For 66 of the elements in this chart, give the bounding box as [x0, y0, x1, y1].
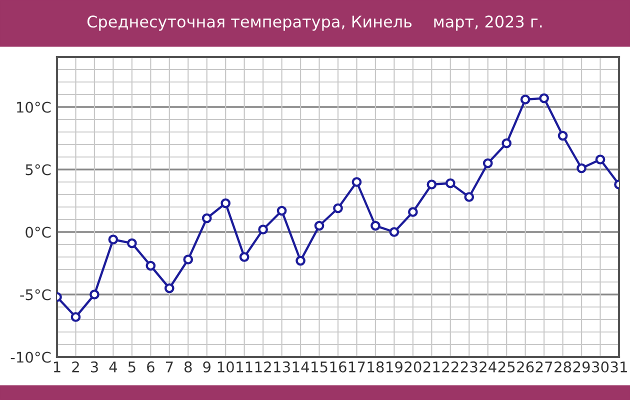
chart-title: Среднесуточная температура, Кинель март, 2023 г.: [87, 16, 542, 31]
point: [502, 138, 512, 148]
point: [408, 207, 418, 217]
x-tick-label: 18: [368, 361, 384, 372]
x-tick-label: 14: [292, 362, 309, 372]
x-tick-label: 28: [554, 361, 572, 372]
point: [352, 177, 362, 187]
x-tick-label: 13: [274, 361, 290, 372]
x-tick-label: 9: [203, 361, 210, 372]
x-tick-label: 17: [349, 362, 365, 372]
x-tick-label: 25: [498, 361, 515, 372]
point: [90, 290, 100, 300]
point: [70, 312, 81, 322]
x-tick-label: 3: [90, 361, 98, 372]
x-tick-label: 23: [460, 361, 478, 372]
point: [146, 260, 156, 271]
point: [539, 93, 549, 104]
point: [220, 198, 231, 208]
point: [202, 213, 212, 224]
point: [296, 256, 306, 266]
x-tick-label: 15: [312, 362, 328, 372]
point: [464, 192, 474, 202]
x-tick-label: 29: [573, 361, 590, 372]
x-tick-label: 1: [54, 362, 60, 372]
x-tick-label: 20: [404, 361, 422, 372]
x-tick-label: 22: [442, 361, 458, 372]
x-tick-label: 11: [236, 362, 252, 372]
point: [576, 163, 586, 174]
point: [520, 94, 530, 104]
y-tick-label: -5°C: [20, 289, 51, 300]
point: [558, 130, 568, 141]
y-tick-label: -10°C: [10, 352, 51, 363]
point: [595, 154, 606, 164]
x-tick-label: 27: [536, 361, 552, 372]
point: [276, 206, 287, 216]
x-tick-label: 31: [610, 361, 627, 372]
x-tick-label: 8: [184, 361, 192, 372]
x-tick-label: 24: [480, 361, 496, 372]
x-tick-label: 2: [72, 361, 79, 372]
point: [183, 254, 194, 264]
point: [258, 224, 268, 234]
x-tick-label: 12: [255, 361, 271, 372]
point: [127, 238, 137, 248]
point: [239, 252, 250, 262]
point: [164, 283, 174, 294]
x-tick-label: 5: [128, 362, 136, 372]
x-tick-label: 10: [218, 361, 234, 372]
x-tick-label: 7: [166, 362, 173, 372]
point: [314, 220, 324, 231]
point: [482, 158, 493, 168]
x-tick-label: 21: [423, 361, 440, 372]
x-tick-label: 4: [109, 362, 118, 372]
x-tick-label: 26: [517, 361, 534, 372]
point: [426, 180, 437, 190]
x-tick-label: 16: [330, 361, 346, 372]
y-tick-label: 10°C: [17, 102, 51, 113]
x-tick-label: 19: [386, 361, 402, 372]
point: [389, 227, 400, 237]
point: [108, 234, 118, 244]
x-tick-label: 30: [592, 361, 609, 372]
x-tick-label: 6: [147, 361, 154, 372]
point: [370, 220, 380, 231]
point: [333, 203, 343, 214]
point: [445, 178, 456, 188]
y-tick-label: 0°C: [26, 226, 51, 238]
y-tick-label: 5°C: [26, 164, 51, 176]
